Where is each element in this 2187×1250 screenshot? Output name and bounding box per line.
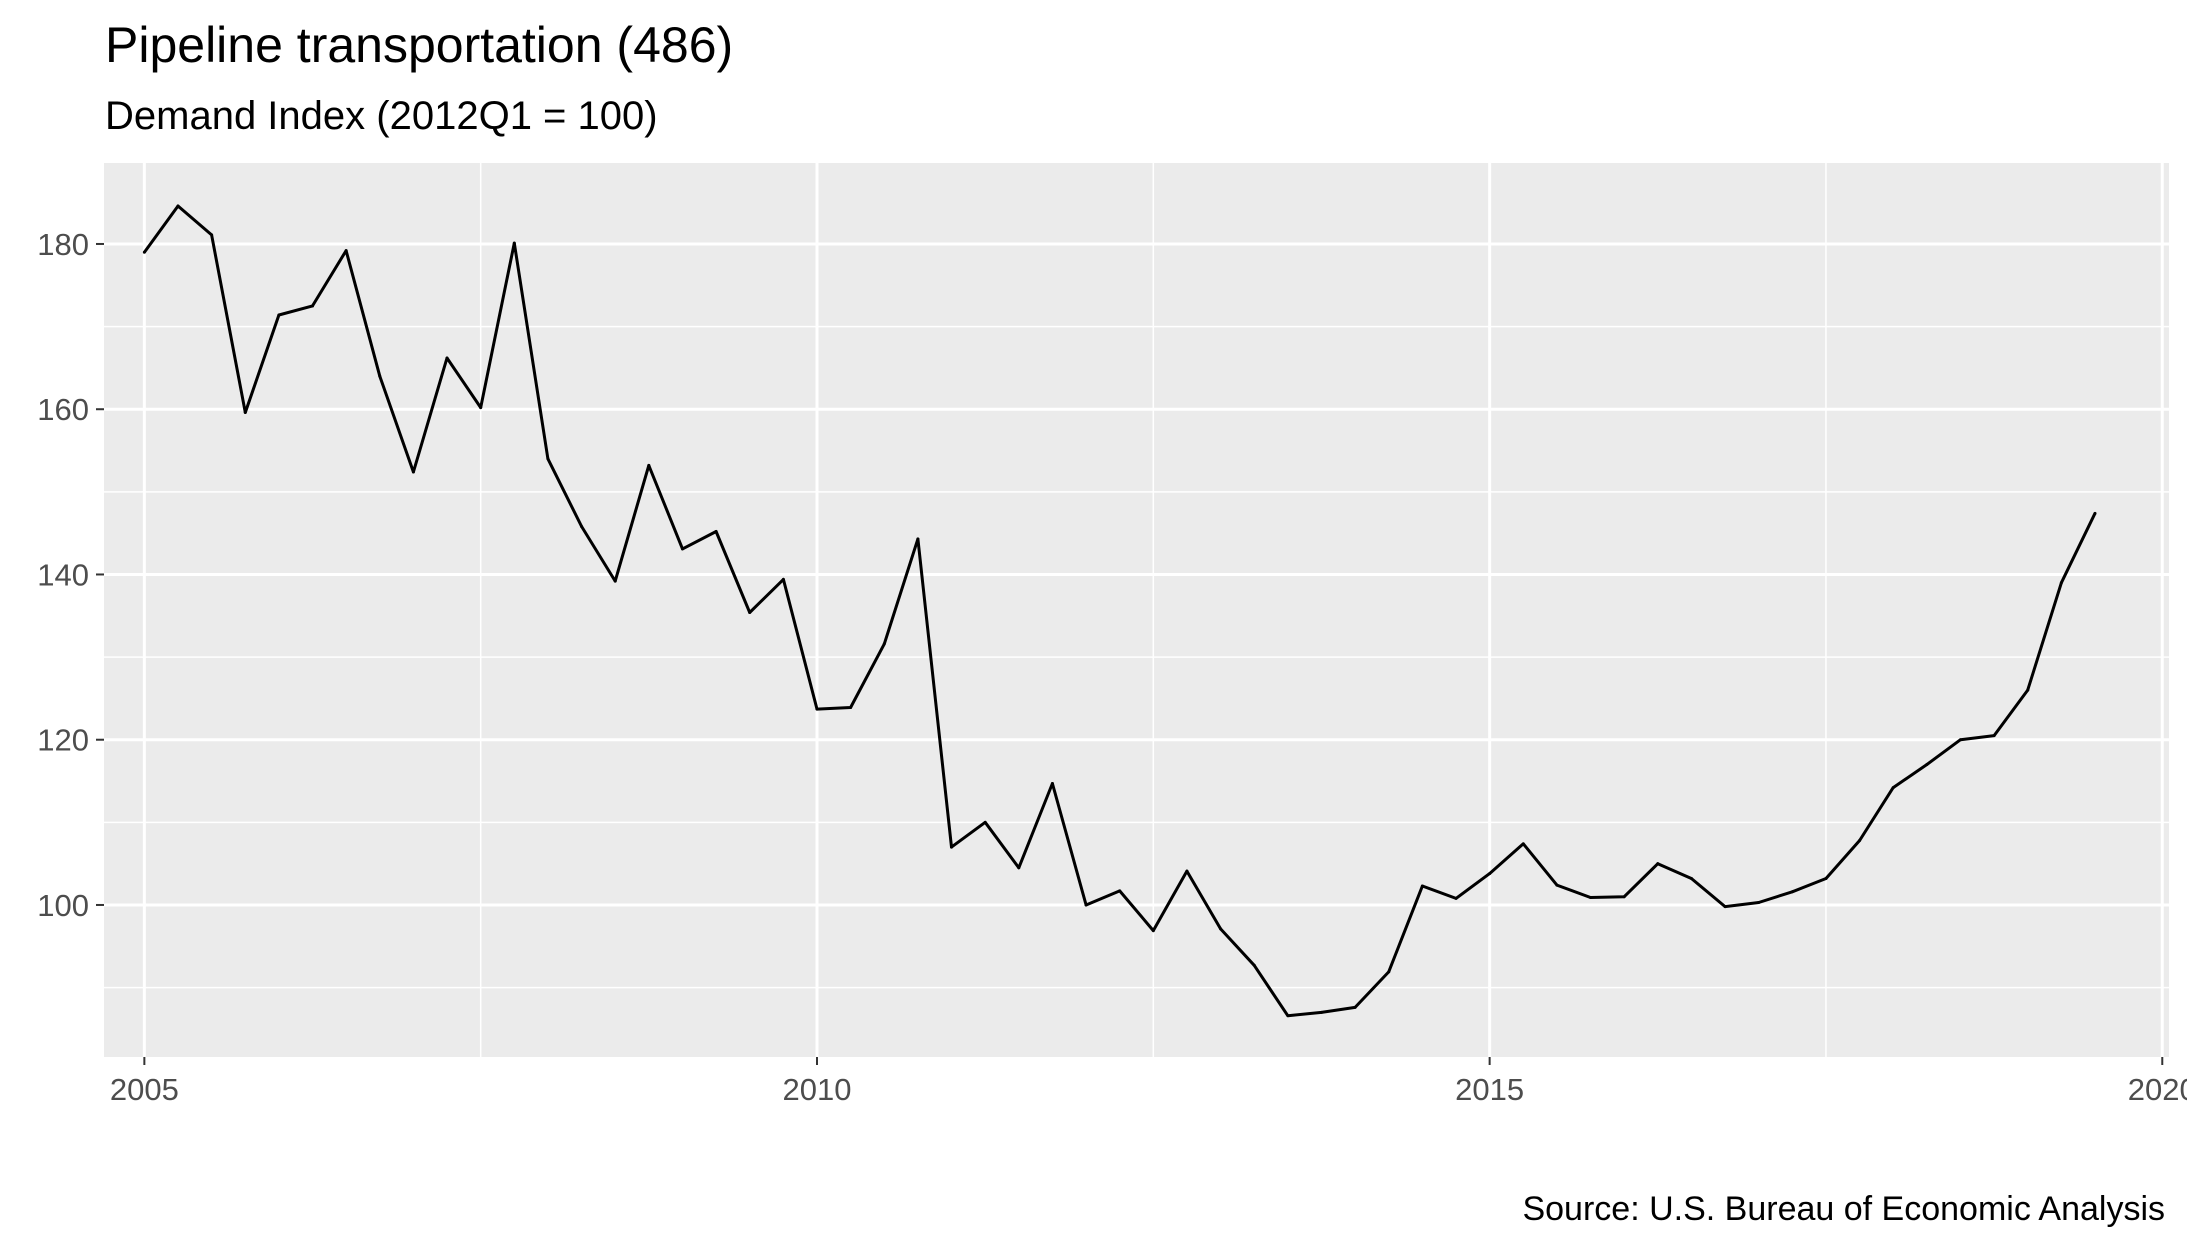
data-point — [1050, 782, 1054, 786]
x-tick-label: 2005 — [110, 1072, 179, 1107]
data-point — [1521, 842, 1525, 846]
plot-panel — [104, 163, 2169, 1057]
data-point — [1252, 963, 1256, 967]
data-point — [176, 204, 180, 208]
data-point — [277, 313, 281, 317]
y-tick-label: 120 — [37, 723, 89, 758]
data-point — [445, 356, 449, 360]
x-tick-label: 2020 — [2128, 1072, 2187, 1107]
chart-caption: Source: U.S. Bureau of Economic Analysis — [1522, 1190, 2165, 1228]
data-point — [1689, 877, 1693, 881]
data-point — [1017, 866, 1021, 870]
data-point — [1555, 883, 1559, 887]
data-point — [1387, 970, 1391, 974]
data-point — [1353, 1005, 1357, 1009]
data-point — [815, 707, 819, 711]
data-point — [378, 374, 382, 378]
data-point — [1824, 877, 1828, 881]
data-point — [1319, 1010, 1323, 1014]
data-point — [950, 845, 954, 849]
data-point — [1622, 895, 1626, 899]
data-point — [1118, 889, 1122, 893]
data-point — [243, 411, 247, 415]
data-point — [714, 530, 718, 534]
chart-title: Pipeline transportation (486) — [105, 17, 733, 73]
data-point — [580, 525, 584, 529]
x-tick-label: 2010 — [783, 1072, 852, 1107]
data-point — [2093, 511, 2097, 515]
x-tick-label: 2015 — [1455, 1072, 1524, 1107]
data-point — [781, 577, 785, 581]
data-point — [1858, 839, 1862, 843]
data-point — [2059, 581, 2063, 585]
x-axis: 2005 2010 2015 2020 — [110, 1057, 2187, 1107]
y-tick-label: 160 — [37, 392, 89, 427]
data-point — [1925, 763, 1929, 767]
data-point — [411, 470, 415, 474]
chart-subtitle: Demand Index (2012Q1 = 100) — [105, 94, 658, 138]
y-tick-label: 100 — [37, 888, 89, 923]
data-point — [1790, 890, 1794, 894]
data-point — [1488, 872, 1492, 876]
data-point — [680, 547, 684, 551]
data-point — [1219, 927, 1223, 931]
data-point — [1589, 896, 1593, 900]
data-point — [882, 642, 886, 646]
data-point — [479, 406, 483, 410]
data-point — [1286, 1014, 1290, 1018]
data-point — [512, 241, 516, 245]
data-point — [1185, 869, 1189, 873]
series-layer — [142, 204, 2097, 1018]
data-point — [647, 463, 651, 467]
data-point — [613, 579, 617, 583]
data-point — [210, 233, 214, 237]
data-point — [916, 537, 920, 541]
data-point — [311, 304, 315, 308]
data-point — [1992, 734, 1996, 738]
data-point — [1757, 900, 1761, 904]
data-point — [546, 457, 550, 461]
y-axis: 100 120 140 160 180 — [37, 227, 104, 923]
data-point — [1723, 905, 1727, 909]
data-point — [142, 250, 146, 254]
data-point — [2026, 688, 2030, 692]
data-point — [1454, 896, 1458, 900]
data-point — [748, 610, 752, 614]
y-tick-label: 180 — [37, 227, 89, 262]
data-point — [849, 705, 853, 709]
data-point — [1420, 884, 1424, 888]
data-point — [983, 820, 987, 824]
data-point — [1891, 786, 1895, 790]
data-point — [1084, 903, 1088, 907]
grid-major — [104, 163, 2169, 1057]
data-point — [344, 249, 348, 253]
y-tick-label: 140 — [37, 557, 89, 592]
data-point — [1656, 862, 1660, 866]
data-point — [1958, 738, 1962, 742]
grid-minor — [104, 163, 2169, 1057]
data-point — [1151, 929, 1155, 933]
